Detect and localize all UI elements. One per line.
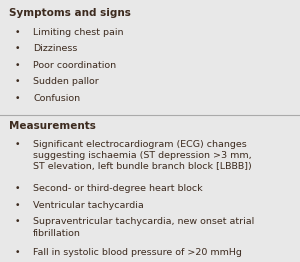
- Text: •: •: [15, 28, 20, 36]
- Text: Second- or third-degree heart block: Second- or third-degree heart block: [33, 184, 203, 193]
- Text: Confusion: Confusion: [33, 94, 80, 102]
- Text: Dizziness: Dizziness: [33, 44, 77, 53]
- Text: •: •: [15, 184, 20, 193]
- Text: •: •: [15, 94, 20, 102]
- Text: Supraventricular tachycardia, new onset atrial
fibrillation: Supraventricular tachycardia, new onset …: [33, 217, 254, 238]
- Text: Fall in systolic blood pressure of >20 mmHg: Fall in systolic blood pressure of >20 m…: [33, 248, 242, 257]
- Text: Symptoms and signs: Symptoms and signs: [9, 8, 131, 18]
- Text: •: •: [15, 61, 20, 69]
- Text: Significant electrocardiogram (ECG) changes
suggesting ischaemia (ST depression : Significant electrocardiogram (ECG) chan…: [33, 140, 252, 171]
- Text: •: •: [15, 44, 20, 53]
- Text: •: •: [15, 201, 20, 210]
- Text: Ventricular tachycardia: Ventricular tachycardia: [33, 201, 144, 210]
- Text: Sudden pallor: Sudden pallor: [33, 77, 99, 86]
- Text: Measurements: Measurements: [9, 121, 96, 130]
- Text: •: •: [15, 77, 20, 86]
- Text: Poor coordination: Poor coordination: [33, 61, 116, 69]
- Text: •: •: [15, 217, 20, 226]
- Text: •: •: [15, 140, 20, 149]
- Text: Limiting chest pain: Limiting chest pain: [33, 28, 124, 36]
- Text: •: •: [15, 248, 20, 257]
